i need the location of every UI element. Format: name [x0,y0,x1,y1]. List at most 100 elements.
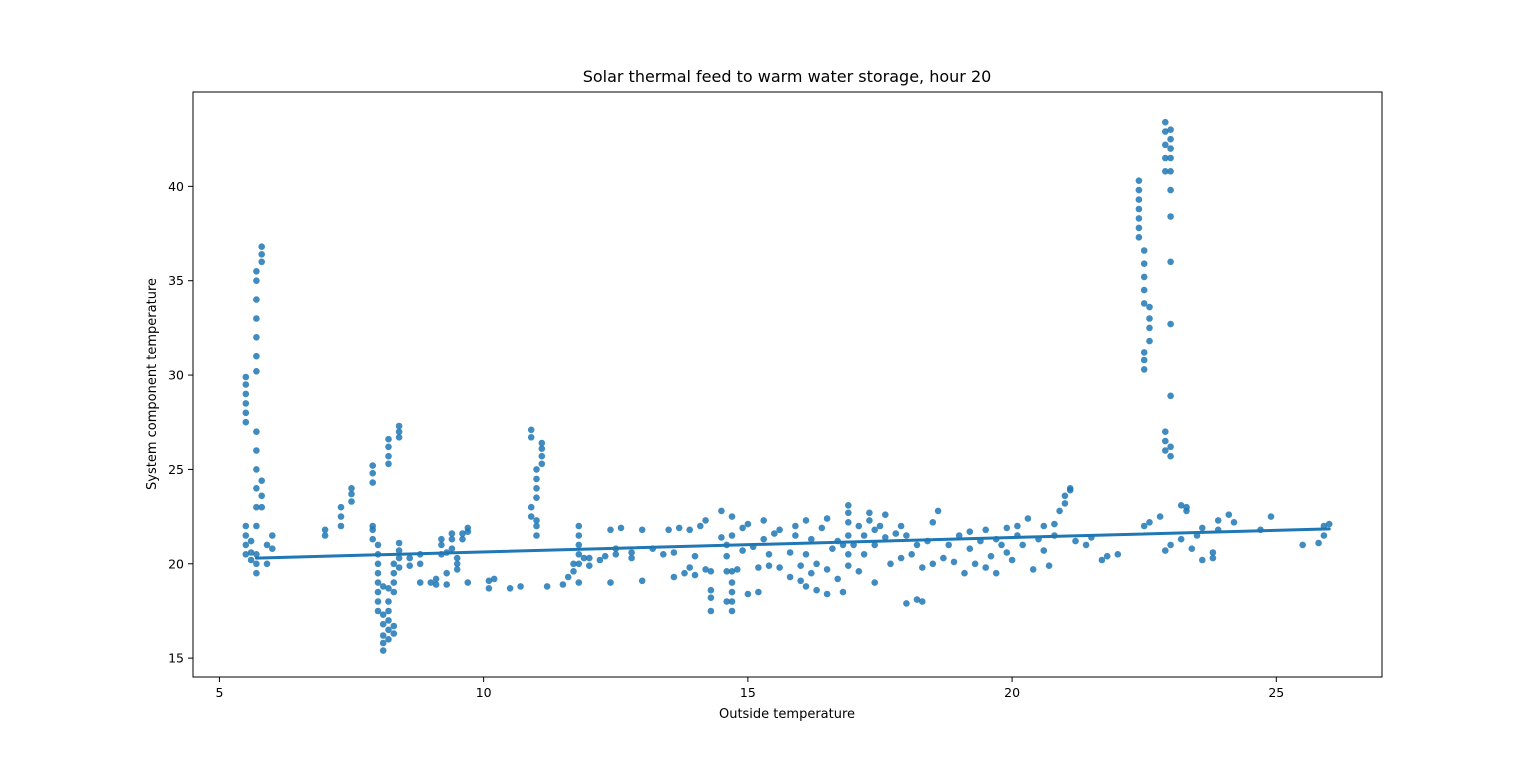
data-point [263,560,271,568]
data-point [348,498,355,505]
data-point [1167,392,1174,400]
data-point [379,583,387,590]
data-point [247,556,255,564]
data-point [432,575,440,583]
data-point [242,409,250,417]
data-point [438,535,445,543]
data-point [1167,168,1174,175]
data-point [369,479,377,486]
data-point [385,435,392,443]
data-point [242,541,250,549]
data-point [1162,447,1169,454]
data-point [1162,154,1169,162]
data-point [987,552,995,560]
data-point [453,554,461,562]
data-point [575,579,583,586]
data-point [369,462,377,469]
data-point [823,515,831,522]
data-point [427,579,435,586]
data-point [755,564,762,571]
data-point [882,511,889,518]
data-point [1140,356,1148,364]
data-point [665,526,672,534]
data-point [860,551,868,558]
data-point [903,600,910,607]
data-point [792,532,799,539]
data-point [443,581,451,588]
data-point [1140,273,1148,281]
data-point [1045,562,1053,569]
y-tick-label: 20 [168,556,184,571]
data-point [1167,154,1174,162]
data-point [416,579,424,586]
data-point [1325,520,1333,528]
data-point [385,607,392,615]
data-point [1003,549,1011,556]
data-point [379,647,387,654]
data-point [406,554,414,562]
data-point [406,562,414,569]
data-point [1103,552,1111,560]
data-point [517,583,524,590]
data-point [379,620,387,628]
data-point [718,507,725,515]
regression-line [254,527,1331,560]
data-point [929,519,937,526]
data-point [686,526,693,534]
y-tick-label: 40 [168,179,184,194]
data-point [660,551,667,558]
data-point [982,564,989,571]
data-point [887,560,894,568]
data-point [321,526,329,534]
data-point [1040,547,1048,554]
data-point [1072,537,1079,545]
data-point [802,517,810,524]
data-point [813,560,820,568]
data-point [533,485,540,492]
data-point [707,607,715,615]
data-point [882,534,889,541]
data-point [253,315,260,322]
data-point [797,577,804,585]
data-point [1014,522,1021,530]
data-point [908,551,915,558]
data-point [263,541,271,549]
data-point [728,513,736,520]
data-point [675,524,683,532]
data-point [1019,541,1026,549]
data-point [1162,141,1169,149]
data-point [1214,517,1222,524]
data-point [242,400,250,407]
data-point [1114,551,1122,558]
data-point [253,334,260,341]
data-point [992,569,1000,577]
data-point [247,549,255,556]
data-point [369,522,377,530]
data-point [612,551,620,558]
data-point [395,564,403,571]
data-point [845,502,852,509]
data-point [1209,554,1217,562]
data-point [258,492,266,500]
data-point [728,598,736,605]
data-point [453,566,461,573]
data-point [871,526,878,534]
data-point [707,586,715,594]
data-point [253,352,260,360]
y-tick-label: 15 [168,651,184,666]
data-point [385,626,392,634]
data-point [258,251,266,258]
data-point [459,535,466,543]
data-point [681,569,688,577]
data-point [448,530,456,537]
data-point [845,562,852,569]
data-point [527,513,535,520]
data-point [897,522,905,530]
data-point [834,575,841,583]
data-point [253,277,260,285]
data-point [533,532,540,539]
data-point [506,585,514,592]
data-point [459,530,466,537]
data-point [1162,547,1169,554]
x-tick-label: 10 [476,685,492,700]
